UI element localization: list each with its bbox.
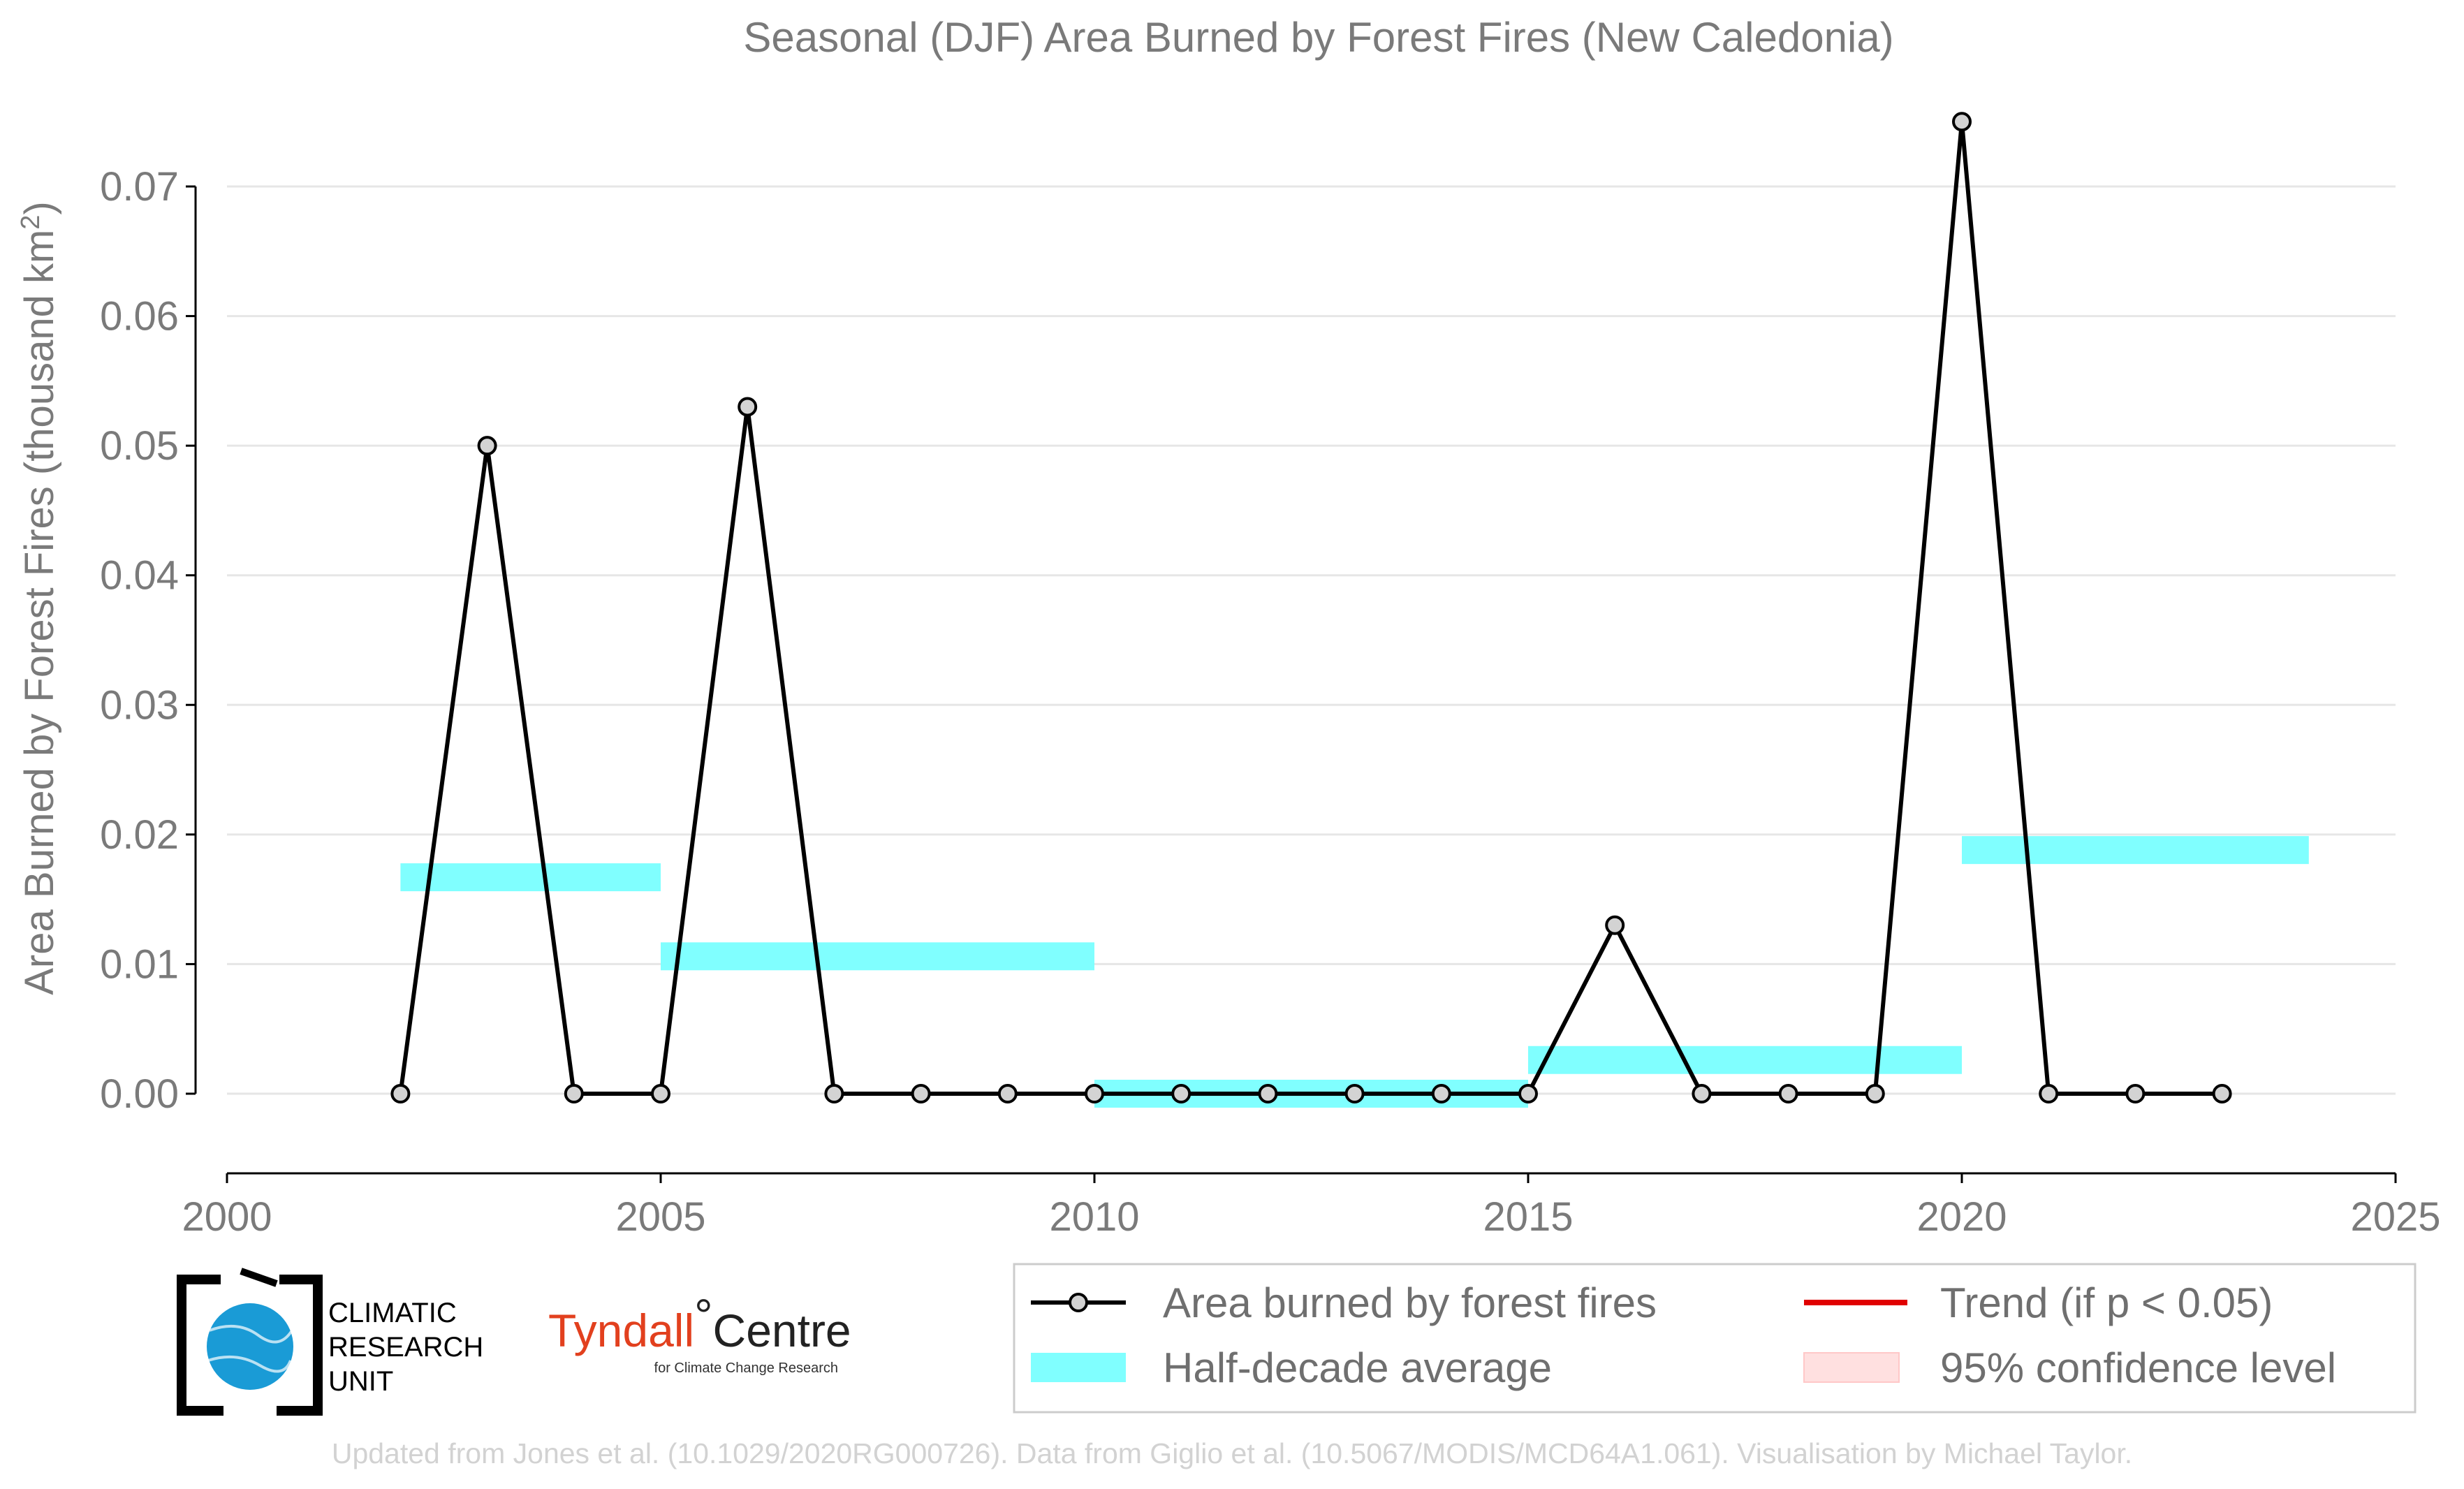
data-point: [1085, 1084, 1104, 1103]
data-point: [1344, 1084, 1365, 1103]
cru-logo-line: UNIT: [328, 1366, 393, 1397]
data-point: [1431, 1084, 1451, 1103]
svg-text:Tyndall°Centre: Tyndall°Centre: [548, 1289, 851, 1356]
tyndall-logo: Tyndall°Centre for Climate Change Resear…: [548, 1289, 851, 1376]
axes: 0.00 0.01 0.02 0.03 0.04 0.05 0.06 0.07 2000 2005…: [100, 164, 2440, 1240]
x-tick-label: 2005: [615, 1194, 705, 1240]
data-point: [564, 1084, 584, 1103]
y-tick-label: 0.00: [100, 1071, 179, 1117]
y-axis-label-part: Area Burned by Forest Fires (thousand km: [17, 230, 62, 995]
data-point: [1171, 1084, 1191, 1103]
half-decade-average-bar: [661, 942, 1094, 971]
series-lines: [398, 121, 2222, 1096]
tyndall-centre: Centre: [713, 1305, 851, 1356]
grid: [227, 185, 2396, 1095]
x-tick-label: 2000: [182, 1194, 272, 1240]
data-point: [390, 1084, 411, 1103]
data-point: [1518, 1084, 1538, 1103]
chart-title: Seasonal (DJF) Area Burned by Forest Fir…: [743, 14, 1893, 61]
cru-logo: CLIMATIC RESEARCH UNIT: [177, 1268, 483, 1416]
cru-logo-line: CLIMATIC: [328, 1298, 457, 1328]
half-decade-average-bar: [1528, 1046, 1962, 1074]
legend-frame: [1013, 1263, 2417, 1414]
y-tick-label: 0.04: [100, 553, 179, 599]
legend-entry-half-decade-average: Half-decade average: [1031, 1344, 1552, 1391]
legend-label: Trend (if p < 0.05): [1940, 1279, 2273, 1326]
y-tick-label: 0.02: [100, 812, 179, 858]
data-point: [1692, 1084, 1712, 1103]
half-decade-average-bar: [1962, 836, 2309, 865]
data-point: [738, 397, 758, 417]
data-point: [1605, 915, 1625, 935]
y-tick-label: 0.05: [100, 423, 179, 469]
data-point: [1258, 1084, 1278, 1103]
data-point: [997, 1084, 1018, 1103]
tyndall-degree: °: [694, 1289, 712, 1341]
data-point: [651, 1084, 670, 1103]
y-tick-label: 0.06: [100, 294, 179, 339]
y-tick-label: 0.03: [100, 682, 179, 728]
tyndall-name: Tyndall: [548, 1305, 694, 1356]
credit-text: Updated from Jones et al. (10.1029/2020R…: [332, 1437, 2132, 1469]
data-point: [2125, 1084, 2146, 1103]
series-points: [390, 112, 2232, 1103]
x-tick-label: 2025: [2350, 1194, 2440, 1240]
legend-label: 95% confidence level: [1940, 1344, 2336, 1391]
legend: Area burned by forest fires Trend (if p …: [1013, 1263, 2417, 1414]
data-point: [2039, 1084, 2059, 1103]
data-point: [1952, 112, 1972, 132]
data-point: [911, 1084, 931, 1103]
legend-label: Half-decade average: [1163, 1344, 1552, 1391]
data-point: [1778, 1084, 1798, 1103]
legend-entry-trend: Trend (if p < 0.05): [1804, 1279, 2273, 1326]
x-tick-label: 2020: [1916, 1194, 2007, 1240]
series-line: [398, 121, 2222, 1096]
y-axis-label-part: ): [17, 201, 62, 214]
globe-icon: [207, 1303, 293, 1390]
legend-label: Area burned by forest fires: [1163, 1279, 1657, 1326]
x-tick-label: 2010: [1049, 1194, 1139, 1240]
y-tick-label: 0.07: [100, 164, 179, 210]
y-axis-label: Area Burned by Forest Fires (thousand km…: [16, 201, 62, 995]
x-tick-label: 2015: [1483, 1194, 1573, 1240]
legend-entry-area-burned: Area burned by forest fires: [1031, 1279, 1657, 1326]
cru-logo-line: RESEARCH: [328, 1332, 483, 1363]
half-decade-average-bar: [400, 863, 661, 892]
data-point: [1865, 1084, 1885, 1103]
y-tick-label: 0.01: [100, 941, 179, 987]
data-point: [477, 436, 497, 456]
data-point: [824, 1084, 844, 1103]
data-point: [2212, 1084, 2232, 1103]
y-axis-label-superscript: 2: [16, 215, 45, 230]
legend-entry-confidence: 95% confidence level: [1803, 1344, 2336, 1391]
tyndall-subtitle: for Climate Change Research: [654, 1360, 838, 1376]
